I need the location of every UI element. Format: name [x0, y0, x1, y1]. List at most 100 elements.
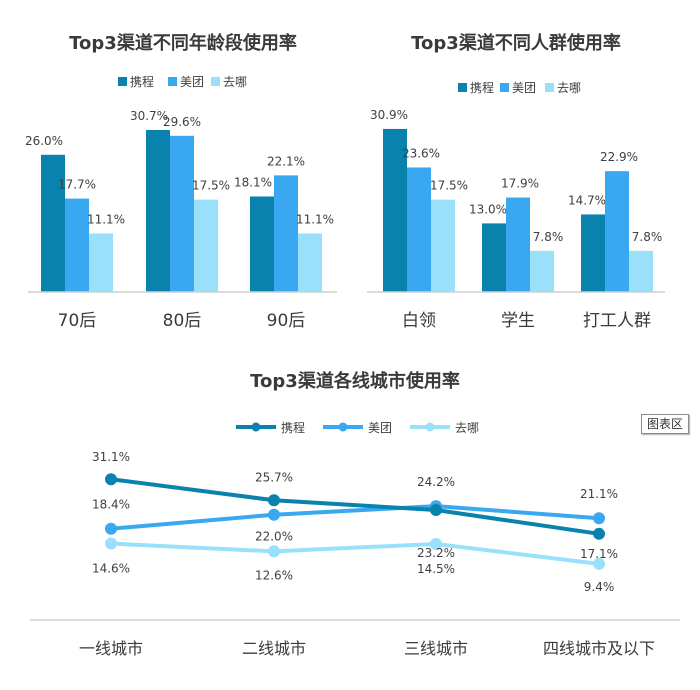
bar [250, 196, 274, 292]
category-label: 打工人群 [583, 311, 651, 331]
series-line [110, 541, 600, 566]
legend-marker [338, 422, 348, 432]
data-label: 12.6% [255, 568, 293, 582]
crowd-chart-legend: 携程 美团 去哪 [458, 80, 581, 95]
bar [65, 198, 89, 292]
data-point [268, 545, 280, 558]
bar [41, 154, 65, 292]
legend-marker [251, 422, 261, 432]
data-label: 22.0% [255, 530, 293, 544]
legend-label: 美团 [368, 421, 392, 435]
category-label: 90后 [267, 311, 306, 331]
data-point [593, 512, 605, 525]
legend-swatch [500, 83, 509, 92]
data-point [593, 557, 605, 570]
legend-label: 去哪 [223, 75, 247, 89]
data-point [268, 508, 280, 521]
bar [506, 197, 530, 292]
data-label: 17.9% [501, 177, 539, 191]
bar [581, 214, 605, 292]
bar [146, 129, 170, 292]
data-point [430, 504, 442, 517]
age-chart: Top3渠道不同年龄段使用率 携程 美团 去哪 26.0% 17.7% 11.1% 30.… [25, 32, 337, 331]
age-chart-title: Top3渠道不同年龄段使用率 [69, 32, 297, 54]
data-label: 11.1% [296, 212, 334, 226]
legend-label: 携程 [130, 74, 154, 89]
category-label: 四线城市及以下 [543, 639, 655, 658]
data-label: 25.7% [255, 470, 293, 484]
data-label: 17.7% [58, 178, 96, 192]
series-line [110, 477, 600, 536]
age-chart-bars: 26.0% 17.7% 11.1% 30.7%29.6% 17.5% 18.1% 22.1%… [25, 109, 334, 292]
bar [629, 250, 653, 292]
city-chart-title: Top3渠道各线城市使用率 [250, 370, 460, 392]
legend-swatch [211, 77, 220, 86]
legend-swatch [458, 83, 467, 92]
data-label: 14.5% [417, 562, 455, 576]
legend-label: 美团 [512, 81, 536, 95]
data-label: 24.2% [417, 475, 455, 489]
bar [170, 135, 194, 292]
data-point [593, 527, 605, 540]
bar [431, 199, 455, 292]
crowd-chart: Top3渠道不同人群使用率 携程 美团 去哪 30.9% 23.6% 17.5%13.0… [367, 32, 665, 331]
data-label: 30.7% [130, 109, 168, 123]
chart-area-tag[interactable]: 图表区 [641, 414, 689, 434]
bar [482, 223, 506, 292]
data-label: 13.0% [469, 202, 507, 216]
category-label: 白领 [402, 311, 436, 331]
data-point [268, 494, 280, 507]
crowd-chart-title: Top3渠道不同人群使用率 [411, 32, 621, 54]
age-chart-legend: 携程 美团 去哪 [118, 74, 247, 89]
age-chart-categories: 70后 80后 90后 [58, 311, 306, 331]
data-label: 23.2% [417, 546, 455, 560]
category-label: 70后 [58, 311, 97, 331]
city-chart-categories: 一线城市 二线城市 三线城市 四线城市及以下 [79, 639, 655, 658]
data-label: 17.5% [430, 179, 468, 193]
data-label: 18.4% [92, 498, 130, 512]
category-label: 二线城市 [242, 639, 306, 658]
data-label: 14.6% [92, 562, 130, 576]
bar [89, 233, 113, 292]
bar [530, 250, 554, 292]
legend-swatch [118, 77, 127, 86]
data-label: 9.4% [584, 580, 615, 594]
legend-label: 去哪 [455, 421, 479, 435]
legend-label: 美团 [180, 75, 204, 89]
data-label: 22.1% [267, 154, 305, 168]
bar [298, 233, 322, 292]
data-label: 29.6% [163, 115, 201, 129]
data-label: 26.0% [25, 134, 63, 148]
bar [194, 199, 218, 292]
data-label: 18.1% [234, 175, 272, 189]
data-point [105, 473, 117, 486]
category-label: 三线城市 [404, 639, 468, 658]
bar [605, 171, 629, 292]
data-label: 31.1% [92, 450, 130, 464]
legend-label: 携程 [281, 420, 305, 435]
series-line [110, 504, 600, 531]
data-label: 22.9% [600, 150, 638, 164]
data-label: 7.8% [533, 230, 564, 244]
city-chart-lines: 31.1% 25.7% 23.2% 17.1% 18.4% 22.0% 24.2% 21.1%… [92, 450, 618, 594]
data-label: 11.1% [87, 212, 125, 226]
category-label: 学生 [501, 311, 535, 331]
data-label: 14.7% [568, 193, 606, 207]
data-label: 17.5% [192, 179, 230, 193]
data-label: 21.1% [580, 487, 618, 501]
bar [383, 128, 407, 292]
legend-marker [425, 422, 435, 432]
city-chart: Top3渠道各线城市使用率 携程 美团 去哪 31.1% 25.7% 23.2% 17.1… [30, 370, 680, 658]
data-point [105, 522, 117, 535]
legend-label: 携程 [470, 80, 494, 95]
legend-swatch [168, 77, 177, 86]
bar [407, 167, 431, 292]
data-label: 7.8% [632, 230, 663, 244]
data-point [105, 537, 117, 550]
category-label: 80后 [163, 311, 202, 331]
legend-swatch [545, 83, 554, 92]
bar [274, 175, 298, 292]
city-chart-legend: 携程 美团 去哪 [236, 420, 479, 435]
legend-label: 去哪 [557, 81, 581, 95]
